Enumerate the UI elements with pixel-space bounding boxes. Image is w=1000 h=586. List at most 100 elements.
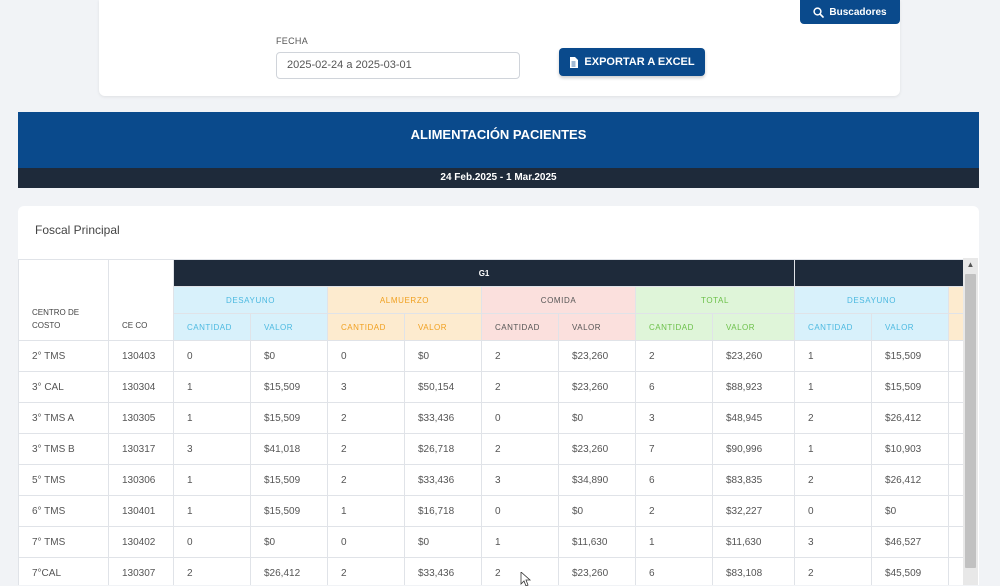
table-cell: 0 (327, 340, 405, 372)
col-ceco-header: CE CO (108, 259, 174, 341)
cell-ceco: 130306 (108, 464, 174, 496)
cell-center: 3° CAL (18, 371, 109, 403)
table-cell: 2 (635, 340, 713, 372)
table-cell: 1 (794, 433, 873, 465)
table-cell: $23,260 (711, 340, 796, 372)
table-cell: 3 (173, 433, 251, 465)
table-cell: $83,108 (711, 557, 796, 585)
cell-ceco: 130305 (108, 402, 174, 434)
cell-ceco: 130403 (108, 340, 174, 372)
table-cell: $34,890 (558, 464, 636, 496)
table-cell-cut-off (948, 464, 963, 496)
table-cell: 1 (173, 495, 251, 527)
table-cell: 1 (635, 526, 713, 558)
table-row: 7° TMS 130402 0 $0 0 $0 1 $11,630 1 $11,630 3 $46,5… (18, 526, 963, 558)
table-cell: 2 (327, 402, 405, 434)
table-cell: $26,412 (871, 464, 950, 496)
sub-valor: VALOR (558, 313, 636, 341)
table-cell: 1 (481, 526, 559, 558)
table-row: 3° TMS B 130317 3 $41,018 2 $26,718 2 $23,260 7 $… (18, 433, 963, 465)
table-cell: 2 (481, 340, 559, 372)
table-cell: 1 (327, 495, 405, 527)
group-header-next (794, 259, 963, 287)
sub-valor: VALOR (871, 313, 950, 341)
table-cell: 6 (635, 557, 713, 585)
sub-cantidad: CANTIDAD (481, 313, 559, 341)
table-cell: 6 (635, 464, 713, 496)
cell-ceco: 130307 (108, 557, 174, 585)
table-cell: 0 (481, 495, 559, 527)
table-cell: 1 (173, 464, 251, 496)
table-cell: $15,509 (250, 371, 328, 403)
table-cell: 2 (481, 557, 559, 585)
table-row: 7°CAL 130307 2 $26,412 2 $33,436 2 $23,260 6 $83,… (18, 557, 963, 585)
table-cell: 2 (794, 464, 873, 496)
cell-center: 6° TMS (18, 495, 109, 527)
scroll-up-icon[interactable]: ▲ (966, 260, 975, 269)
table-row: 6° TMS 130401 1 $15,509 1 $16,718 0 $0 2 $32,227 0… (18, 495, 963, 527)
table-cell: 3 (327, 371, 405, 403)
table-cell: 3 (794, 526, 873, 558)
table-cell-cut-off (948, 495, 963, 527)
table-cell: $41,018 (250, 433, 328, 465)
sub-valor: VALOR (711, 313, 796, 341)
date-label: FECHA (276, 36, 309, 46)
sub-cantidad: CANTIDAD (327, 313, 405, 341)
table-cell: $26,412 (250, 557, 328, 585)
search-button[interactable]: Buscadores (800, 0, 900, 24)
section-total: TOTAL (634, 286, 796, 314)
table-cell: 2 (327, 433, 405, 465)
file-icon (570, 56, 579, 68)
location-title: Foscal Principal (35, 223, 120, 237)
table-cell: $0 (404, 340, 482, 372)
group-header-g1: G1 (172, 259, 796, 287)
table-cell: 1 (173, 371, 251, 403)
cell-center: 2° TMS (18, 340, 109, 372)
table-cell-cut-off (948, 340, 963, 372)
table-cell: 2 (794, 557, 873, 585)
table-cell: 7 (635, 433, 713, 465)
scroll-thumb[interactable] (965, 274, 976, 568)
table-cell: $15,509 (250, 495, 328, 527)
table-cell: $0 (558, 495, 636, 527)
section-almuerzo: ALMUERZO (327, 286, 482, 314)
export-excel-label: EXPORTAR A EXCEL (584, 56, 695, 68)
cell-center: 3° TMS B (18, 433, 109, 465)
table-cell: 2 (481, 371, 559, 403)
table-cell: $45,509 (871, 557, 950, 585)
table-cell: $23,260 (558, 557, 636, 585)
table-cell: 0 (794, 495, 873, 527)
table-cell: 1 (794, 371, 873, 403)
table-cell: $88,923 (711, 371, 796, 403)
table-cell-cut-off (948, 402, 963, 434)
table-cell: 2 (327, 464, 405, 496)
section-desayuno-next: DESAYUNO (794, 286, 950, 314)
sub-cut-off (948, 313, 963, 341)
table-row: 3° TMS A 130305 1 $15,509 2 $33,436 0 $0 3 $48,94… (18, 402, 963, 434)
table-cell: $50,154 (404, 371, 482, 403)
table-cell: $0 (558, 402, 636, 434)
table-row: 5° TMS 130306 1 $15,509 2 $33,436 3 $34,890 6 $83… (18, 464, 963, 496)
table-cell: $46,527 (871, 526, 950, 558)
cell-center: 7° TMS (18, 526, 109, 558)
report-table-wrap[interactable]: CENTRO DE COSTO CE CO G1 DESAYUNO ALMUER… (18, 259, 963, 585)
table-cell: $90,996 (711, 433, 796, 465)
date-range-input[interactable]: 2025-02-24 a 2025-03-01 (276, 52, 520, 79)
table-cell: $83,835 (711, 464, 796, 496)
vertical-scrollbar[interactable]: ▲ (963, 258, 978, 585)
table-cell-cut-off (948, 557, 963, 585)
sub-valor: VALOR (404, 313, 482, 341)
filter-card: FECHA 2025-02-24 a 2025-03-01 EXPORTAR A… (99, 0, 900, 96)
export-excel-button[interactable]: EXPORTAR A EXCEL (559, 48, 705, 76)
table-cell: 0 (327, 526, 405, 558)
table-cell: 2 (794, 402, 873, 434)
col-center-header: CENTRO DE COSTO (18, 259, 109, 341)
table-cell: $23,260 (558, 433, 636, 465)
table-cell: 0 (173, 526, 251, 558)
report-table: CENTRO DE COSTO CE CO G1 DESAYUNO ALMUER… (18, 259, 963, 585)
report-title: ALIMENTACIÓN PACIENTES (18, 112, 979, 168)
table-cell: $0 (871, 495, 950, 527)
sub-cantidad: CANTIDAD (173, 313, 251, 341)
report-card: Foscal Principal CENTRO DE COSTO CE CO G… (18, 206, 979, 585)
cell-center: 7°CAL (18, 557, 109, 585)
